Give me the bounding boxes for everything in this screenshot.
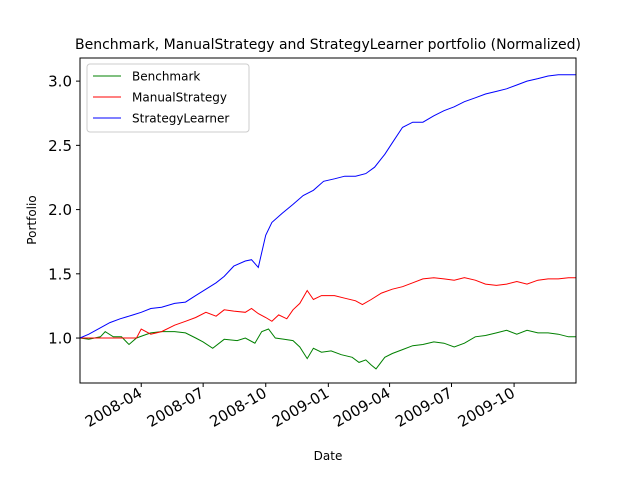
series-line-1 (80, 277, 576, 339)
y-tick-label: 1.5 (48, 265, 72, 283)
y-tick-label: 2.5 (48, 137, 72, 155)
plot-lines (79, 74, 576, 370)
series-line-0 (79, 328, 576, 370)
y-tick-label: 1.0 (48, 330, 72, 348)
x-axis-label: Date (314, 449, 343, 463)
legend-box (86, 63, 250, 133)
legend-label-1: ManualStrategy (132, 91, 227, 105)
series-line-2 (79, 74, 576, 339)
legend: Benchmark ManualStrategy StrategyLearner (86, 63, 250, 133)
y-axis: 1.0 1.5 2.0 2.5 3.0 (48, 73, 80, 348)
legend-label-2: StrategyLearner (132, 112, 229, 126)
legend-label-0: Benchmark (132, 70, 200, 84)
y-tick-label: 2.0 (48, 201, 72, 219)
y-tick-label: 3.0 (48, 73, 72, 91)
chart-title: Benchmark, ManualStrategy and StrategyLe… (75, 37, 581, 53)
y-axis-label: Portfolio (25, 195, 39, 244)
